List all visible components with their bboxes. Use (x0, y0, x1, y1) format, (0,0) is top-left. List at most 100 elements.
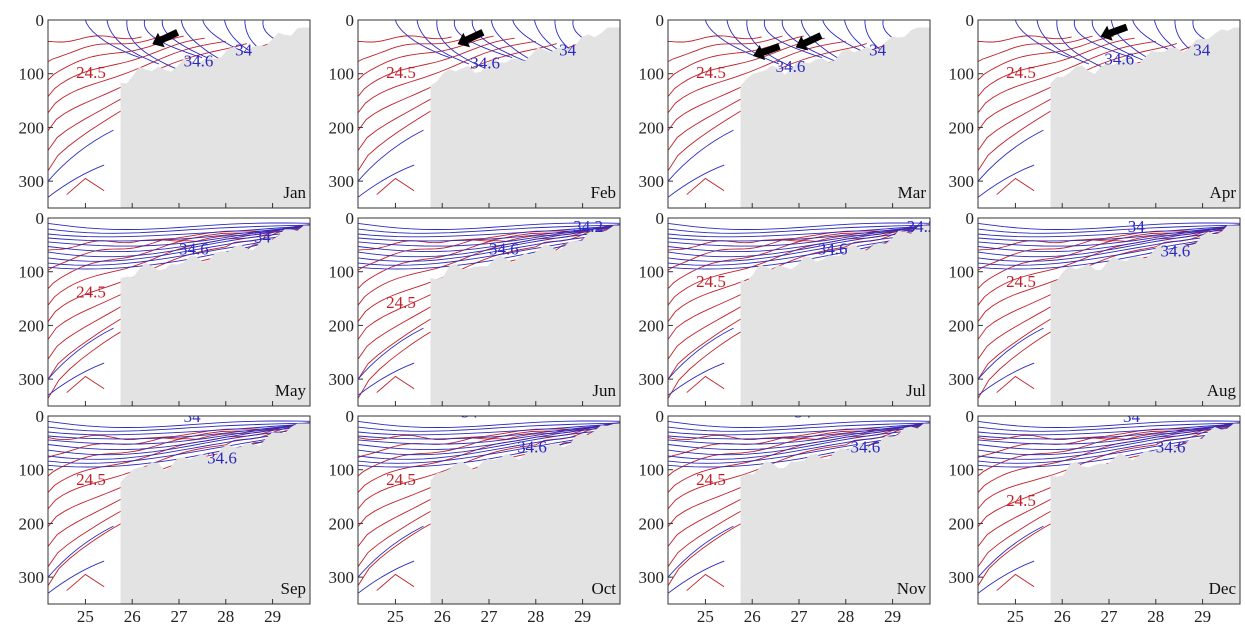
y-tick-label: 300 (639, 172, 665, 191)
blue-contour (48, 224, 310, 234)
month-label: Mar (898, 183, 927, 202)
y-tick-label: 0 (346, 209, 355, 228)
red-contour (686, 573, 725, 591)
red-contour (358, 35, 473, 62)
blue-contour (1014, 20, 1070, 59)
contour-label-blue: 34 (1128, 217, 1146, 236)
y-tick-label: 0 (346, 11, 355, 30)
flow-arrow-icon (795, 32, 823, 51)
red-contour (686, 375, 725, 393)
shelf-land (740, 27, 930, 208)
month-label: Sep (281, 579, 307, 598)
month-label: Dec (1209, 579, 1237, 598)
shelf-land (740, 423, 930, 604)
contour-label-blue: 34 (461, 403, 479, 422)
y-tick-label: 200 (639, 316, 665, 335)
red-contour (66, 573, 105, 591)
contour-label-blue: 34.6 (776, 57, 806, 76)
y-tick-label: 100 (639, 461, 665, 480)
red-contour (376, 573, 415, 591)
red-contour (978, 223, 1240, 271)
x-tick-label: 29 (1194, 607, 1211, 626)
x-tick-label: 25 (77, 607, 94, 626)
blue-contour (668, 423, 930, 440)
x-tick-label: 28 (837, 607, 854, 626)
blue-contour (358, 426, 620, 451)
plot-area: 24.5 34.6 34.2 (668, 217, 937, 406)
red-contour (668, 35, 804, 81)
y-tick-label: 0 (346, 407, 355, 426)
blue-contour (978, 231, 1240, 258)
plot-area: 24.5 34.6 34 (48, 222, 310, 406)
y-tick-label: 300 (19, 568, 45, 587)
blue-contour (781, 20, 843, 65)
blue-contour (358, 362, 415, 396)
y-tick-label: 200 (639, 514, 665, 533)
blue-contour (48, 525, 114, 578)
x-tick-label: 25 (1007, 607, 1024, 626)
y-tick-label: 100 (329, 65, 355, 84)
x-tick-label: 27 (1101, 607, 1119, 626)
blue-contour (668, 234, 930, 266)
red-contour (48, 223, 310, 271)
blue-contour (704, 20, 760, 59)
blue-contour (726, 20, 780, 65)
blue-contour (978, 422, 1240, 432)
panel-nov: 24.5 34 34.6 Nov 0 100 200 300 25 26 27 28 29 (639, 407, 931, 626)
contour-label-blue: 34.6 (850, 438, 880, 457)
flow-arrow-icon (1100, 23, 1129, 41)
plot-area: 24.5 34 34.6 (668, 416, 930, 604)
red-contour (358, 425, 620, 510)
shelf-land (1050, 423, 1240, 604)
blue-contour (978, 226, 1240, 247)
blue-contour (126, 20, 181, 71)
contour-label-blue: 34 (1193, 40, 1211, 59)
contour-label-blue: 34.2 (907, 217, 937, 236)
red-contour (978, 425, 1240, 510)
red-contour (978, 35, 1114, 81)
red-contour (48, 227, 310, 322)
month-label: Aug (1207, 381, 1237, 400)
y-tick-label: 200 (19, 316, 45, 335)
red-contour (358, 223, 620, 271)
panel-aug: 24.5 34 34.6 Aug 0 100 200 300 (949, 209, 1241, 407)
panel-mar: 24.5 34.6 34 Mar 0 100 200 300 (639, 11, 931, 209)
red-contour (48, 425, 310, 510)
panel-oct: 24.5 34 34.6 Oct 0 100 200 300 25 26 27 28 29 (329, 403, 621, 626)
blue-contour (358, 225, 620, 242)
contour-label-red: 24.5 (386, 63, 416, 82)
blue-contour (1091, 20, 1153, 65)
red-contour (358, 37, 515, 97)
x-tick-label: 27 (481, 607, 499, 626)
contour-label-red: 24.5 (1006, 491, 1036, 510)
blue-contour (668, 429, 930, 456)
contour-label-blue: 34.6 (1104, 50, 1134, 69)
x-tick-label: 26 (434, 607, 451, 626)
blue-contour (978, 423, 1240, 440)
blue-contour (978, 424, 1240, 445)
y-tick-label: 100 (949, 461, 975, 480)
blue-contour (668, 228, 930, 253)
blue-contour (48, 560, 105, 594)
contour-label-red: 24.5 (696, 470, 726, 489)
contour-label-blue: 34.6 (1156, 438, 1186, 457)
month-label: Jan (283, 183, 306, 202)
contour-label-red: 24.5 (76, 63, 106, 82)
x-tick-label: 26 (744, 607, 761, 626)
blue-contour (48, 423, 310, 436)
panel-jan: 24.5 34.6 34 Jan 0 100 200 300 (19, 11, 311, 209)
y-tick-label: 0 (656, 209, 665, 228)
x-tick-label: 26 (1054, 607, 1071, 626)
contour-label-red: 24.5 (696, 63, 726, 82)
panel-apr: 24.5 34.6 34 Apr 0 100 200 300 (949, 11, 1241, 209)
month-label: Feb (591, 183, 617, 202)
blue-contour (48, 431, 310, 460)
red-contour (978, 35, 1093, 62)
plot-area: 24.5 34.6 34 (358, 20, 620, 208)
red-contour (668, 223, 930, 271)
blue-contour (978, 560, 1035, 594)
contour-label-blue: 34 (184, 407, 202, 426)
y-tick-label: 300 (329, 172, 355, 191)
contour-label-blue: 34.6 (470, 53, 500, 72)
y-tick-label: 0 (656, 407, 665, 426)
